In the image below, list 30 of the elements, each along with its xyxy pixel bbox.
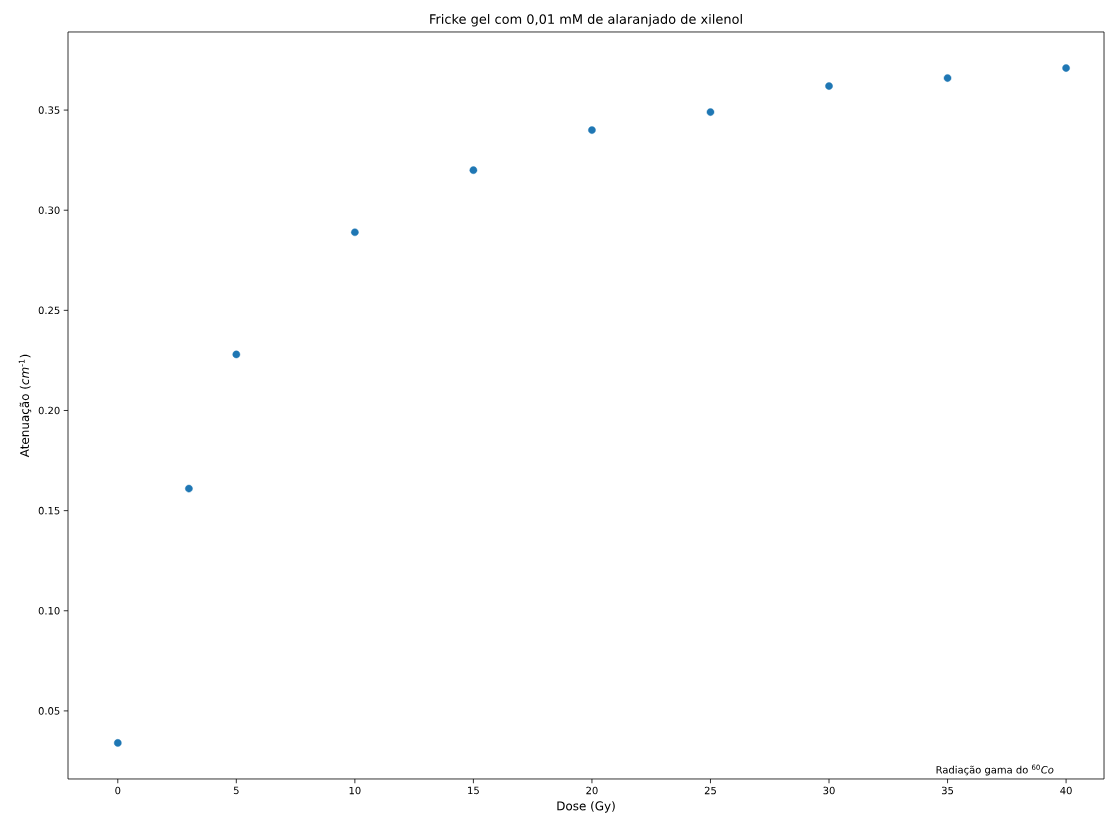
x-tick-label: 0 xyxy=(115,786,121,795)
point xyxy=(232,350,241,359)
x-tick-label: 5 xyxy=(233,786,239,795)
y-tick-label: 0.15 xyxy=(38,506,60,515)
x-tick-label: 20 xyxy=(586,786,598,795)
x-tick-label: 15 xyxy=(468,786,479,795)
x-tick-label: 25 xyxy=(704,786,716,795)
y-tick-label: 0.10 xyxy=(38,606,60,615)
point xyxy=(469,166,478,174)
x-tick-label: 30 xyxy=(823,786,835,795)
y-tick-label: 0.20 xyxy=(38,406,60,415)
x-tick-label: 40 xyxy=(1060,786,1072,795)
y-axis-title: Atenuação (cm$^{-1}$) xyxy=(18,354,32,458)
point xyxy=(113,739,122,747)
y-tick-label: 0.05 xyxy=(38,707,60,715)
annotation: Radiação gama do $^{60}$Co xyxy=(936,764,1054,776)
x-axis-title: Dose (Gy) xyxy=(557,801,615,813)
point xyxy=(588,126,596,134)
x-tick-label: 10 xyxy=(349,786,361,795)
point xyxy=(185,484,193,493)
y-tick-label: 0.30 xyxy=(38,206,60,214)
y-tick-label: 0.35 xyxy=(38,106,60,114)
x-tick-label: 35 xyxy=(941,786,954,795)
y-tick-label: 0.25 xyxy=(38,306,60,315)
point xyxy=(825,82,833,90)
point xyxy=(943,74,952,82)
point xyxy=(706,108,715,116)
point xyxy=(351,228,359,237)
point xyxy=(1062,64,1070,72)
chart-title: Fricke gel com 0,01 mM de alaranjado de xilenol xyxy=(430,13,742,27)
